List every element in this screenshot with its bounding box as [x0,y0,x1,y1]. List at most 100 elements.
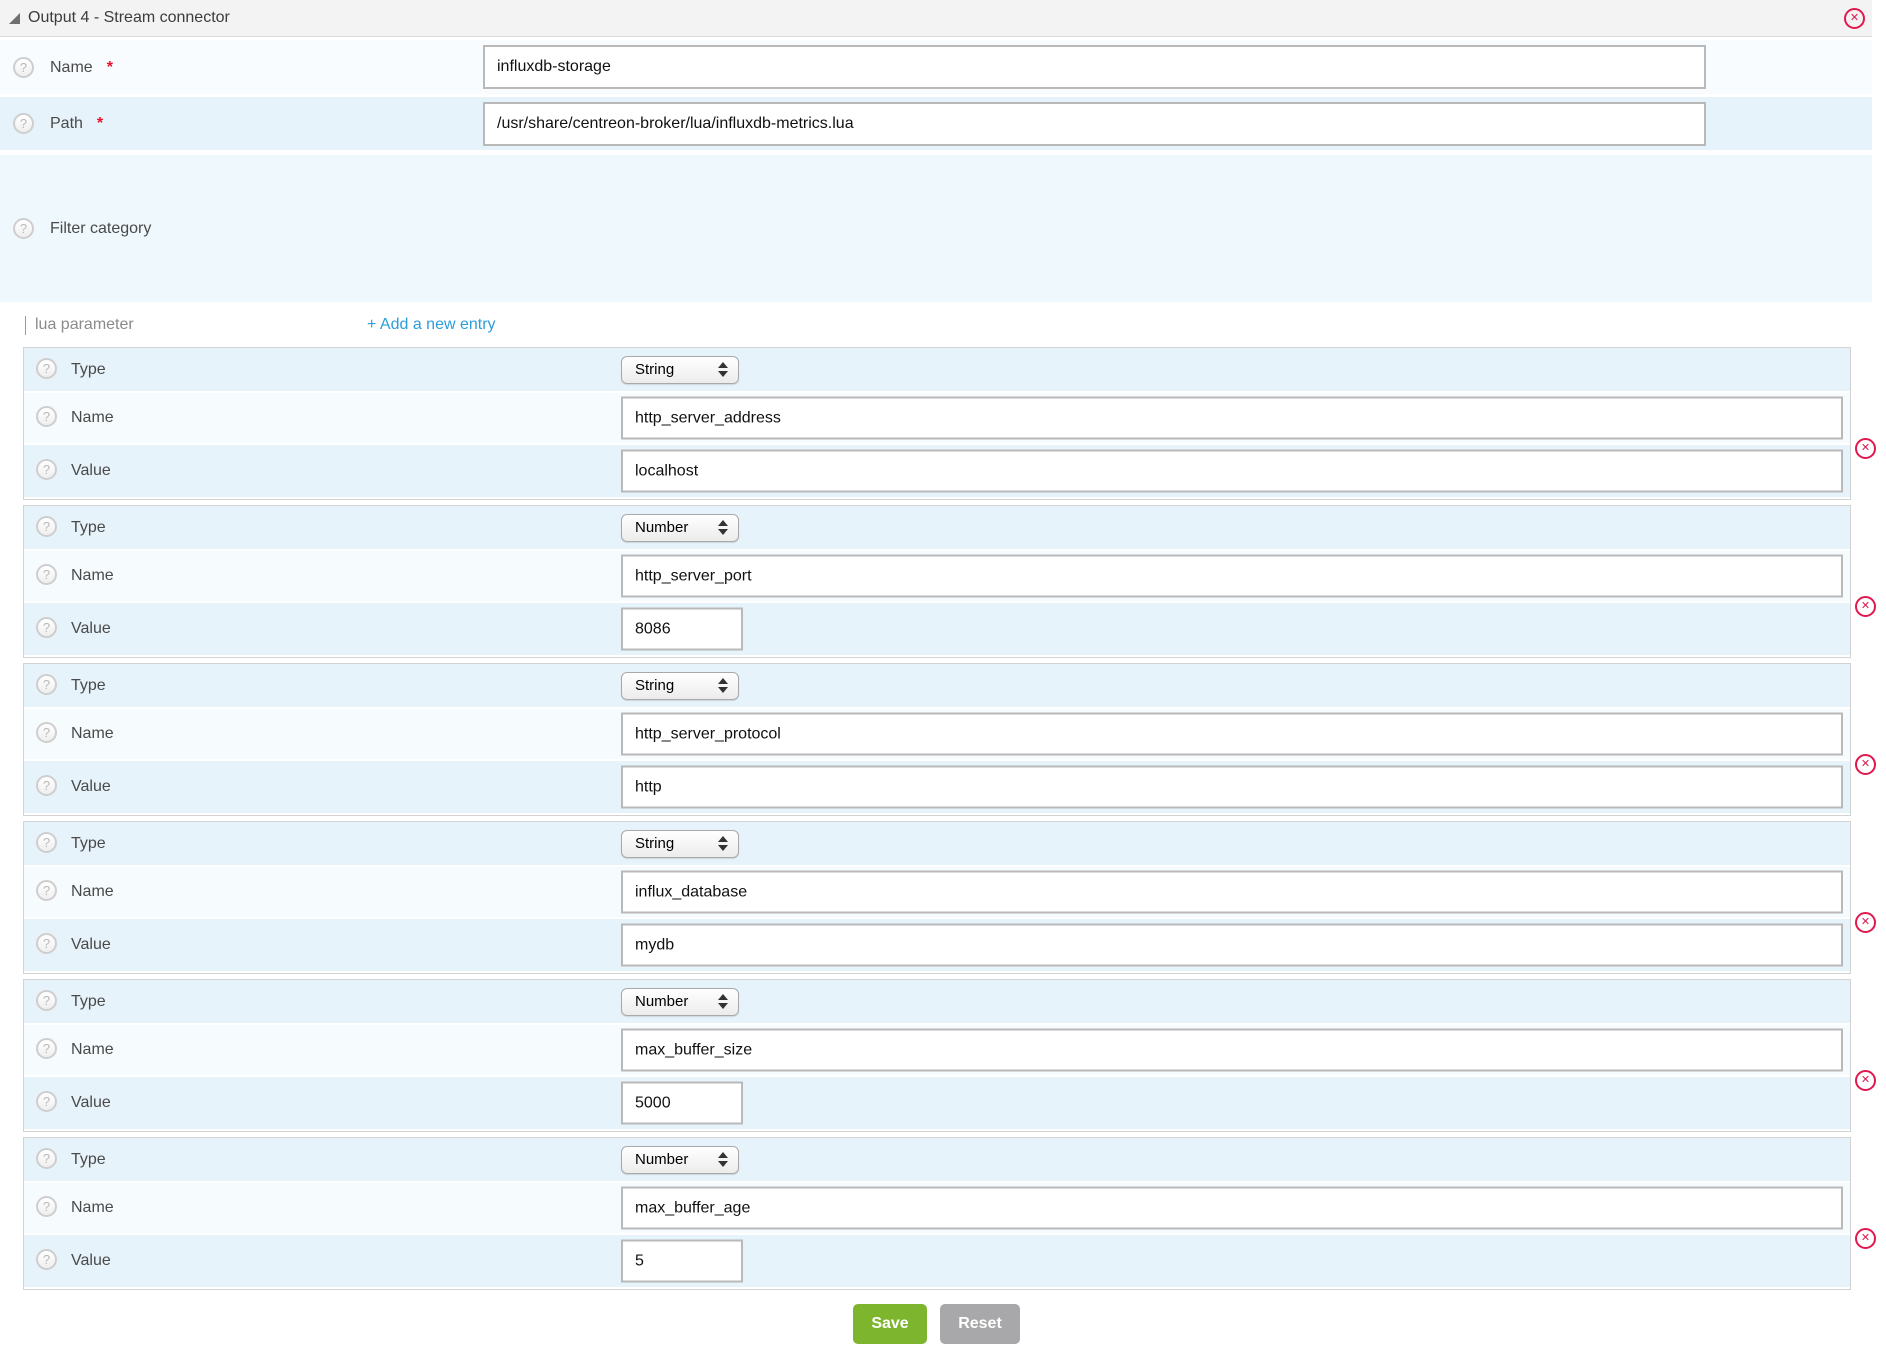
select-arrows-icon [718,1152,728,1167]
delete-entry-icon[interactable]: ✕ [1855,754,1876,775]
param-value-row: ? Value [24,603,1850,655]
help-icon[interactable]: ? [36,459,57,480]
help-icon[interactable]: ? [36,1038,57,1059]
output-accordion-header[interactable]: Output 4 - Stream connector [0,0,1872,37]
param-value-row: ? Value [24,445,1850,497]
save-button[interactable]: Save [853,1304,927,1344]
delete-entry-icon[interactable]: ✕ [1855,1070,1876,1091]
reset-button[interactable]: Reset [940,1304,1020,1344]
param-name-input[interactable] [621,396,1843,440]
lua-parameter-group: ? Type String ? Name ? Value [23,347,1851,500]
help-icon[interactable]: ? [36,564,57,585]
select-arrows-icon [718,836,728,851]
delete-entry-icon[interactable]: ✕ [1855,1228,1876,1249]
select-arrows-icon [718,362,728,377]
add-new-entry-link[interactable]: + Add a new entry [367,316,496,333]
type-row: ? Type Number [24,506,1850,551]
form-actions: Save Reset [853,1304,1020,1344]
type-label: Type [71,834,106,852]
path-input[interactable] [483,102,1706,146]
lua-parameter-group: ? Type Number ? Name ? Value [23,505,1851,658]
help-icon[interactable]: ? [36,722,57,743]
help-icon[interactable]: ? [36,673,57,695]
param-name-input[interactable] [621,1028,1843,1072]
select-arrows-icon [718,994,728,1009]
param-name-row: ? Name [24,551,1850,603]
filter-category-row: ? Filter category Available Selected BAM… [0,155,1872,448]
help-icon[interactable]: ? [36,1249,57,1270]
help-icon[interactable]: ? [36,831,57,853]
type-select[interactable]: String [621,355,739,384]
type-select[interactable]: Number [621,1145,739,1174]
param-value-input[interactable] [621,765,1843,809]
param-value-label: Value [71,778,111,795]
param-name-input[interactable] [621,1186,1843,1230]
select-arrows-icon [718,520,728,535]
param-name-row: ? Name [24,393,1850,445]
remove-output-icon[interactable]: ✕ [1844,8,1865,29]
help-icon[interactable]: ? [36,617,57,638]
type-label: Type [71,1150,106,1168]
help-icon[interactable]: ? [36,880,57,901]
type-row: ? Type Number [24,1138,1850,1183]
param-value-input[interactable] [621,607,743,651]
param-name-label: Name [71,1041,114,1058]
help-icon[interactable]: ? [36,989,57,1011]
required-asterisk: * [106,59,113,76]
type-select[interactable]: String [621,671,739,700]
type-label: Type [71,676,106,694]
param-name-row: ? Name [24,1183,1850,1235]
type-select[interactable]: String [621,829,739,858]
name-field-row: ? Name * [0,40,1872,94]
type-select[interactable]: Number [621,987,739,1016]
help-icon[interactable]: ? [36,1147,57,1169]
param-value-input[interactable] [621,449,1843,493]
type-row: ? Type String [24,664,1850,709]
param-name-input[interactable] [621,554,1843,598]
param-value-input[interactable] [621,1239,743,1283]
help-icon[interactable]: ? [36,357,57,379]
param-name-input[interactable] [621,712,1843,756]
help-icon[interactable]: ? [36,1196,57,1217]
type-row: ? Type String [24,822,1850,867]
type-label: Type [71,360,106,378]
type-select-value: Number [635,993,689,1010]
param-name-input[interactable] [621,870,1843,914]
param-name-label: Name [71,409,114,426]
param-value-label: Value [71,936,111,953]
param-value-label: Value [71,1094,111,1111]
delete-entry-icon[interactable]: ✕ [1855,912,1876,933]
lua-parameter-groups: ? Type String ? Name ? Value ? [23,347,1851,1295]
param-name-row: ? Name [24,709,1850,761]
param-value-input[interactable] [621,923,1843,967]
help-icon[interactable]: ? [36,406,57,427]
lua-parameter-group: ? Type String ? Name ? Value [23,821,1851,974]
param-name-label: Name [71,567,114,584]
type-select[interactable]: Number [621,513,739,542]
type-row: ? Type Number [24,980,1850,1025]
lua-parameter-group: ? Type String ? Name ? Value [23,663,1851,816]
help-icon[interactable]: ? [13,113,34,134]
help-icon[interactable]: ? [13,57,34,78]
help-icon[interactable]: ? [13,218,34,239]
output-title: Output 4 - Stream connector [28,9,230,26]
param-value-row: ? Value [24,1077,1850,1129]
delete-entry-icon[interactable]: ✕ [1855,438,1876,459]
lua-parameter-title: lua parameter [35,316,134,333]
required-asterisk: * [96,115,104,132]
help-icon[interactable]: ? [36,515,57,537]
param-value-label: Value [71,462,111,479]
type-select-value: String [635,835,675,852]
delete-entry-icon[interactable]: ✕ [1855,596,1876,617]
param-value-label: Value [71,620,111,637]
help-icon[interactable]: ? [36,1091,57,1112]
param-name-row: ? Name [24,867,1850,919]
param-name-row: ? Name [24,1025,1850,1077]
param-value-input[interactable] [621,1081,743,1125]
help-icon[interactable]: ? [36,775,57,796]
name-field-label: Name * [50,59,113,76]
param-name-label: Name [71,1199,114,1216]
help-icon[interactable]: ? [36,933,57,954]
name-input[interactable] [483,45,1706,89]
